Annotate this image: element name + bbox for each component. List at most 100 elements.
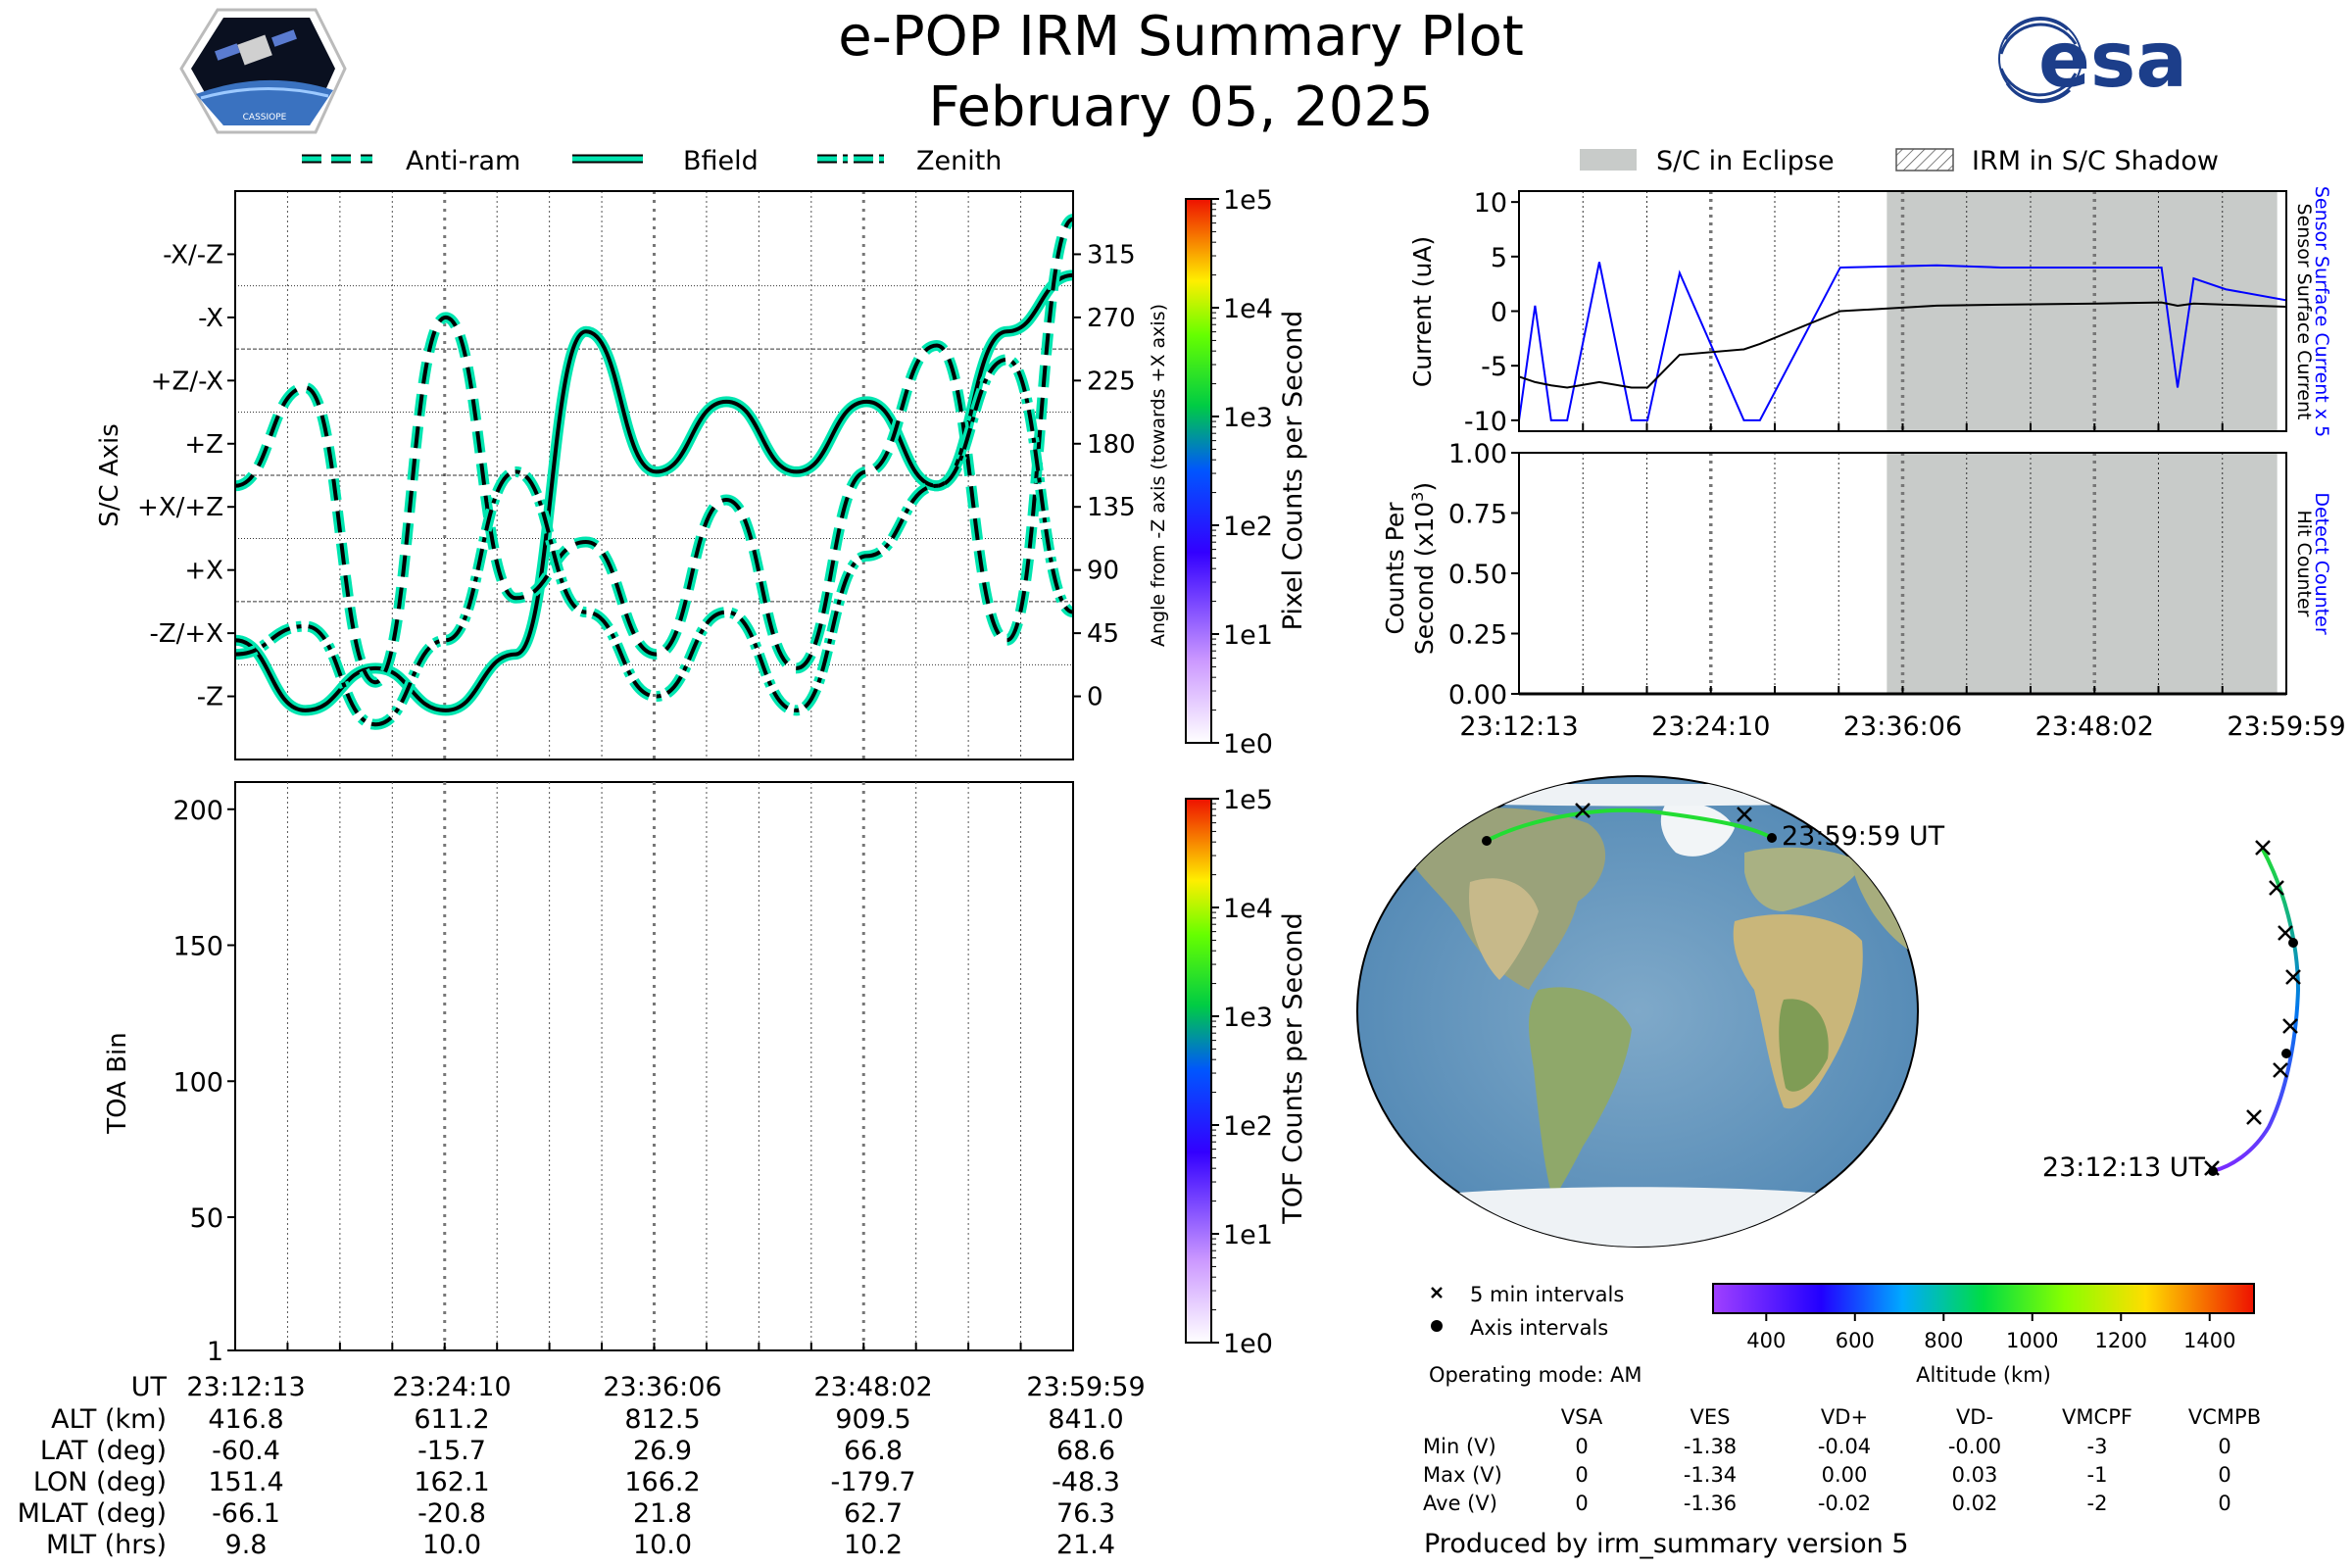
counts-xtick-label: 23:36:06 bbox=[1843, 711, 1962, 742]
tof-colorbar-ticks: 1e0 1e1 1e2 1e3 1e4 1e5 bbox=[1211, 785, 1273, 1359]
colorbar-tick-label: 1e3 bbox=[1223, 403, 1273, 433]
axis-left-label: +Z/-X bbox=[151, 367, 223, 396]
current-plot: S/C in Eclipse IRM in S/C Shadow -10 -5 0 5… bbox=[1408, 146, 2332, 437]
axis-plot-frame bbox=[234, 190, 1074, 760]
axis-trace-zenith-line bbox=[235, 357, 1073, 727]
voltage-header: VD+ bbox=[1821, 1405, 1868, 1429]
current-plot-ylabel: Current (uA) bbox=[1408, 236, 1437, 387]
orbit-markers bbox=[1575, 803, 2301, 1176]
orbit-cell: 10.0 bbox=[422, 1530, 481, 1560]
orbit-cell: 416.8 bbox=[208, 1404, 283, 1435]
orbit-cell: 21.8 bbox=[633, 1498, 692, 1529]
pixel-colorbar bbox=[1185, 198, 1212, 744]
axis-right-label: 225 bbox=[1087, 367, 1136, 396]
axis-right-label: 0 bbox=[1087, 683, 1103, 712]
voltage-cell: -1.36 bbox=[1684, 1492, 1737, 1515]
altitude-tick-label: 1400 bbox=[2183, 1329, 2235, 1352]
axis-left-label: +Z bbox=[184, 430, 223, 460]
colorbar-tick-label: 1e5 bbox=[1223, 185, 1273, 216]
orbit-row-label: MLT (hrs) bbox=[46, 1530, 167, 1560]
current-eclipse-band bbox=[1886, 191, 2278, 431]
voltage-row-label: Ave (V) bbox=[1423, 1492, 1497, 1515]
axis-left-label: -Z bbox=[197, 683, 223, 712]
counts-ytick-label: 0.50 bbox=[1448, 560, 1507, 590]
current-trace-sensor-x5 bbox=[1519, 262, 2286, 421]
orbit-row-label: LON (deg) bbox=[33, 1467, 167, 1497]
voltage-header: VCMPB bbox=[2188, 1405, 2261, 1429]
colorbar-tick-label: 1e4 bbox=[1223, 294, 1273, 324]
orbit-cell: 10.2 bbox=[844, 1530, 903, 1560]
orbit-cell: 166.2 bbox=[624, 1467, 700, 1497]
voltage-header: VD- bbox=[1956, 1405, 1993, 1429]
voltage-section: Operating mode: AM VSA VES VD+ VD- VMCPF VCMP… bbox=[1423, 1363, 2261, 1559]
axis-left-label: -X/-Z bbox=[163, 240, 223, 270]
current-ytick-label: 0 bbox=[1491, 298, 1507, 328]
voltage-cell: 0 bbox=[1575, 1492, 1588, 1515]
axis-left-label: -Z/+X bbox=[149, 619, 223, 649]
toa-ytick-label: 150 bbox=[172, 932, 223, 962]
voltage-cell: 0 bbox=[2218, 1435, 2230, 1458]
axis-trace-bfield bbox=[235, 270, 1073, 716]
counts-xtick-label: 23:48:02 bbox=[2035, 711, 2154, 742]
orbit-cell: -66.1 bbox=[212, 1498, 280, 1529]
altitude-tick-label: 1200 bbox=[2095, 1329, 2147, 1352]
voltage-cell: 0 bbox=[2218, 1463, 2230, 1487]
orbit-cell: 23:24:10 bbox=[392, 1372, 511, 1402]
current-ytick-label: 5 bbox=[1491, 243, 1507, 273]
axis-left-labels: -Z -Z/+X +X +X/+Z +Z +Z/-X -X -X/-Z bbox=[137, 240, 235, 712]
counts-xtick-label: 23:59:59 bbox=[2227, 711, 2345, 742]
voltage-cell: 0 bbox=[1575, 1463, 1588, 1487]
axis-trace-bfield-line bbox=[235, 272, 1073, 712]
axis-plot-traces bbox=[235, 191, 1073, 760]
axis-left-label: +X/+Z bbox=[137, 493, 223, 522]
orbit-map: 23:59:59 UT 23:12:13 UT 5 min intervals … bbox=[1356, 775, 2301, 1387]
toa-ytick-label: 1 bbox=[207, 1337, 223, 1367]
orbit-cell: 26.9 bbox=[633, 1436, 692, 1466]
altitude-tick-label: 1000 bbox=[2006, 1329, 2058, 1352]
colorbar-tick-label: 1e1 bbox=[1223, 1220, 1273, 1250]
counts-right-label-blue: Detect Counter bbox=[2311, 492, 2332, 635]
counts-ytick-label: 0.75 bbox=[1448, 500, 1507, 530]
counts-ylabel-line1: Counts Per bbox=[1381, 502, 1409, 635]
colorbar-tick-label: 1e4 bbox=[1223, 894, 1273, 924]
voltage-cell: 0.02 bbox=[1952, 1492, 1998, 1515]
legend-bfield: Bfield bbox=[683, 146, 759, 176]
voltage-cell: 0.03 bbox=[1952, 1463, 1998, 1487]
orbit-row-label: UT bbox=[131, 1372, 168, 1402]
altitude-colorbar bbox=[1712, 1283, 2255, 1314]
counts-ytick-label: 0.25 bbox=[1448, 620, 1507, 651]
pixel-colorbar-label: Pixel Counts per Second bbox=[1278, 311, 1308, 631]
toa-plot-ylabel: TOA Bin bbox=[103, 1032, 132, 1134]
orbit-cell: 909.5 bbox=[835, 1404, 910, 1435]
pixel-colorbar-ticks: 1e0 1e1 1e2 1e3 1e4 1e5 bbox=[1211, 185, 1273, 760]
voltage-header: VMCPF bbox=[2062, 1405, 2132, 1429]
orbit-cell: 841.0 bbox=[1048, 1404, 1123, 1435]
counts-right-label-black: Hit Counter bbox=[2293, 511, 2315, 617]
counts-ytick-label: 1.00 bbox=[1448, 439, 1507, 469]
axis-plot-legend: Anti-ram Bfield Zenith bbox=[302, 146, 1002, 176]
voltage-cell: -1.34 bbox=[1684, 1463, 1737, 1487]
axis-right-labels: 0 45 90 135 180 225 270 315 bbox=[1073, 240, 1136, 712]
voltage-header: VES bbox=[1690, 1405, 1731, 1429]
current-traces bbox=[1519, 262, 2286, 421]
orbit-cell: 812.5 bbox=[624, 1404, 700, 1435]
voltage-cell: -2 bbox=[2087, 1492, 2108, 1515]
colorbar-tick-label: 1e0 bbox=[1223, 1329, 1273, 1359]
voltage-row-label: Min (V) bbox=[1423, 1435, 1496, 1458]
colorbar-tick-label: 1e5 bbox=[1223, 785, 1273, 815]
orbit-cell: 23:36:06 bbox=[603, 1372, 721, 1402]
orbit-row-label: LAT (deg) bbox=[40, 1436, 167, 1466]
current-plot-legend: S/C in Eclipse IRM in S/C Shadow bbox=[1580, 146, 2219, 176]
toa-ytick-label: 50 bbox=[190, 1203, 223, 1234]
toa-plot-grid bbox=[234, 782, 1074, 1350]
current-ytick-label: -10 bbox=[1464, 407, 1507, 437]
legend-axis-intervals: Axis intervals bbox=[1470, 1316, 1608, 1340]
altitude-tick-label: 800 bbox=[1924, 1329, 1963, 1352]
voltage-cell: -0.04 bbox=[1818, 1435, 1871, 1458]
axis-plot-ylabel-right: Angle from -Z axis (towards +X axis) bbox=[1148, 304, 1169, 647]
colorbar-tick-label: 1e2 bbox=[1223, 1111, 1273, 1142]
header: e-POP IRM Summary Plot February 05, 2025… bbox=[179, 5, 2187, 139]
colorbar-tick-label: 1e3 bbox=[1223, 1003, 1273, 1033]
orbit-row-label: ALT (km) bbox=[51, 1404, 167, 1435]
